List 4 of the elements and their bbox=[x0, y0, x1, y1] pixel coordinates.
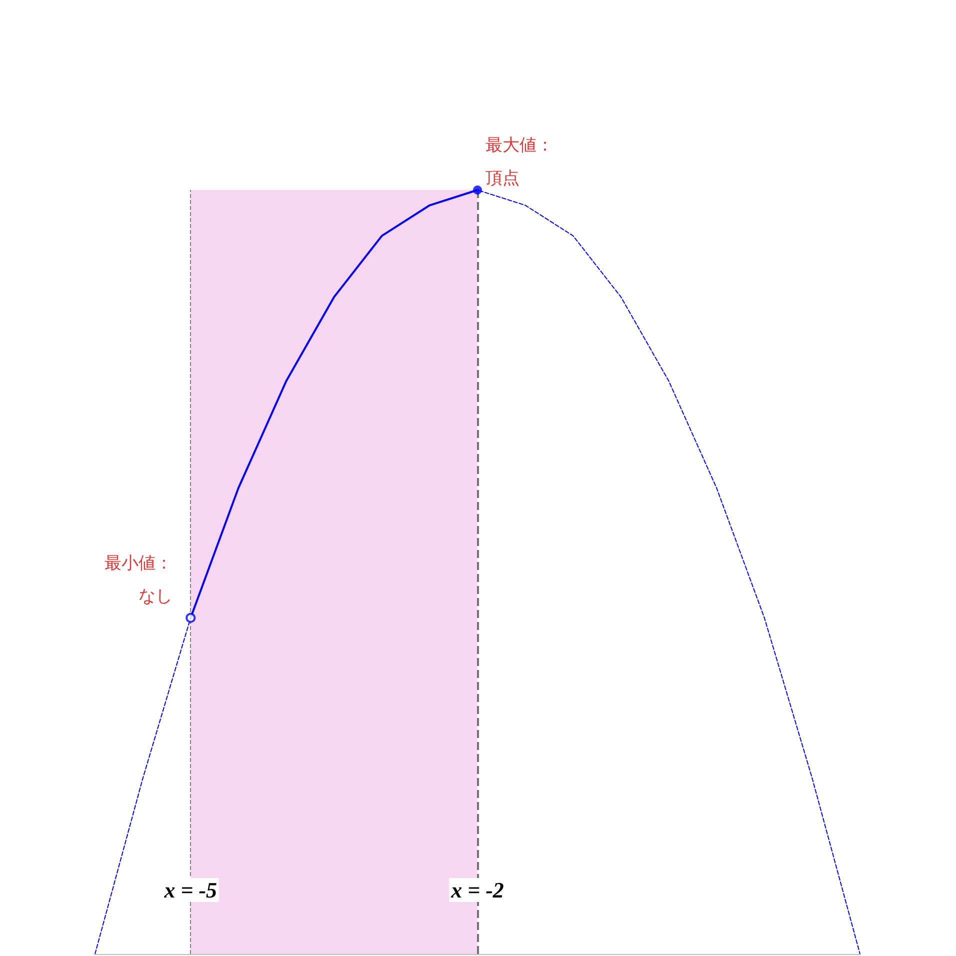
x-tick-label: x = -2 bbox=[450, 878, 504, 902]
annotation: 最小値：なし bbox=[104, 553, 173, 606]
x-tick-label: x = -5 bbox=[163, 878, 218, 902]
annotation: 最大値：頂点 bbox=[486, 136, 554, 188]
